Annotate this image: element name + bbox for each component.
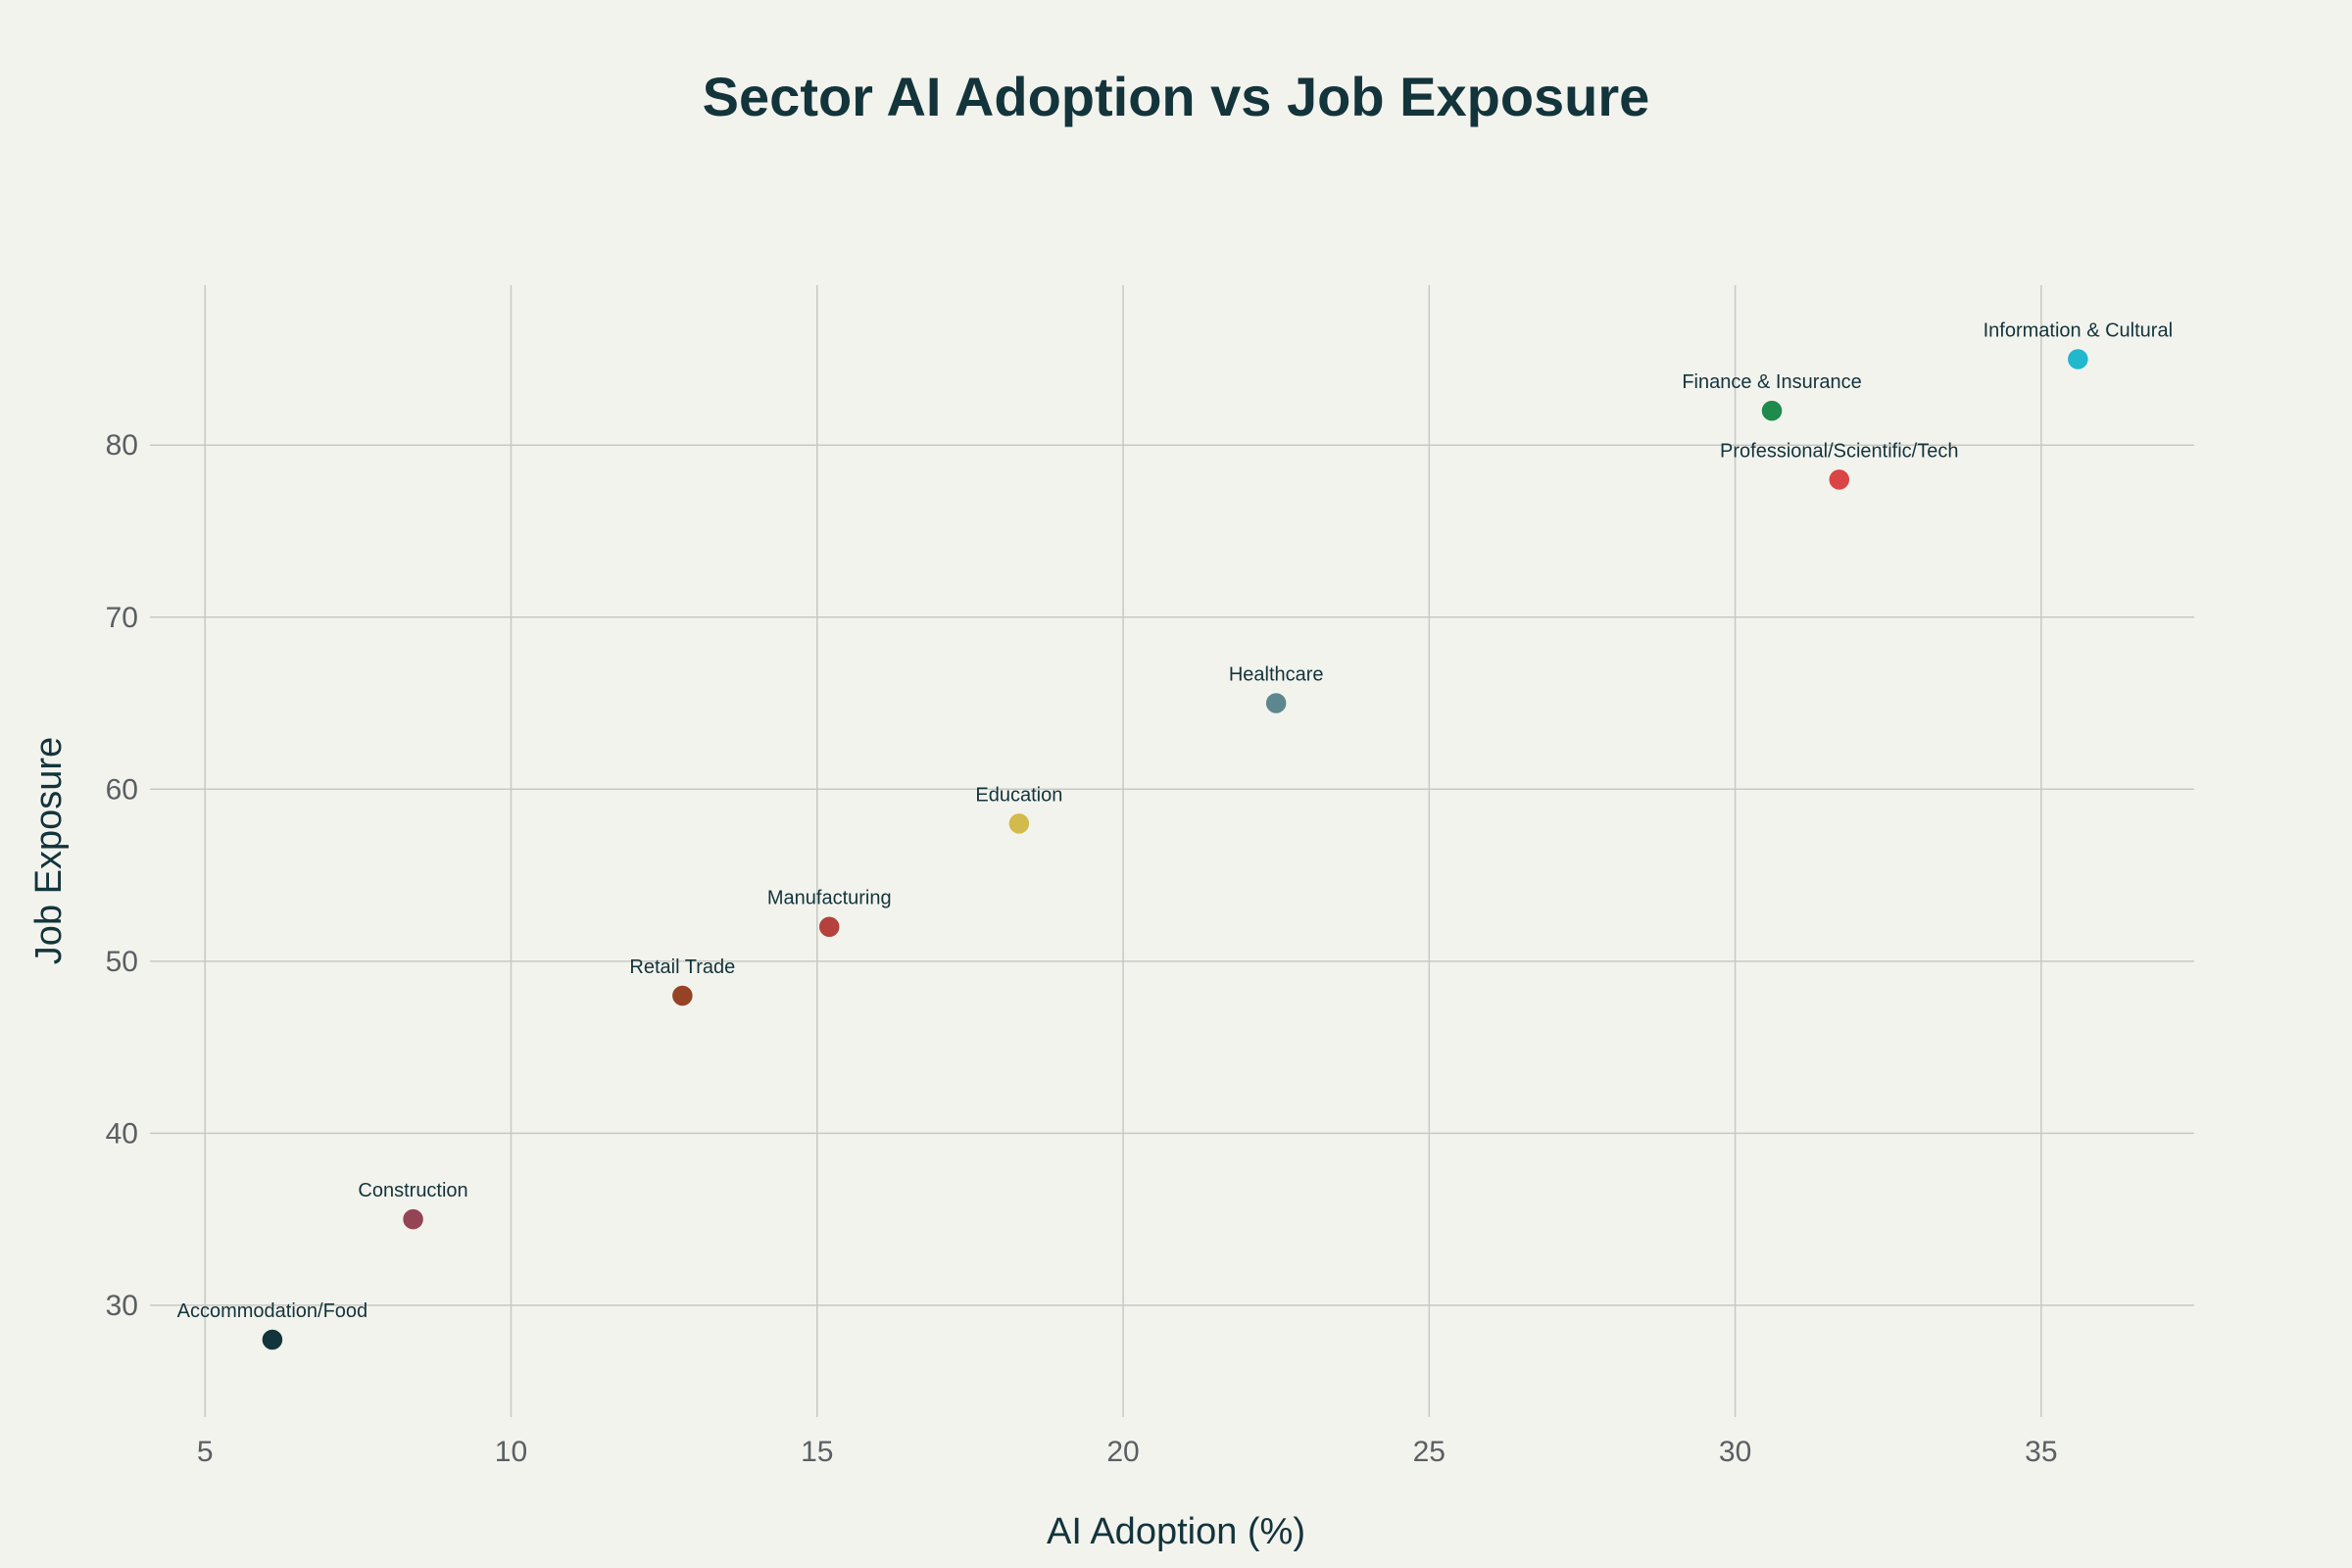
x-tick-label: 5 [197, 1436, 214, 1468]
chart-title: Sector AI Adoption vs Job Exposure [703, 66, 1650, 127]
data-point[interactable] [1007, 811, 1031, 836]
data-point[interactable] [670, 984, 695, 1007]
x-tick-label: 20 [1106, 1436, 1139, 1468]
grid [150, 285, 2194, 1417]
y-tick-label: 40 [106, 1117, 138, 1150]
point-label: Education [975, 784, 1062, 806]
point-label: Professional/Scientific/Tech [1720, 440, 1958, 462]
point-label: Accommodation/Food [177, 1300, 368, 1322]
data-point[interactable] [1264, 691, 1288, 715]
data-point[interactable] [261, 1328, 284, 1351]
point-label: Information & Cultural [1984, 319, 2173, 341]
y-tick-label: 50 [106, 946, 138, 978]
data-point[interactable] [1760, 399, 1784, 422]
point-label: Manufacturing [767, 888, 892, 909]
y-tick-label: 60 [106, 773, 138, 806]
x-tick-label: 15 [801, 1436, 833, 1468]
point-label: Retail Trade [629, 956, 735, 978]
data-point[interactable] [2066, 347, 2090, 371]
x-tick-label: 35 [2025, 1436, 2057, 1468]
data-points: Accommodation/Food Construction Retail Tra… [177, 319, 2173, 1351]
point-label: Healthcare [1229, 664, 1324, 686]
y-tick-label: 80 [106, 429, 138, 462]
point-label: Finance & Insurance [1682, 371, 1861, 393]
data-point[interactable] [1828, 467, 1851, 492]
y-tick-label: 70 [106, 602, 138, 634]
data-point[interactable] [817, 914, 842, 939]
y-axis-title: Job Exposure [28, 737, 70, 964]
x-tick-label: 30 [1719, 1436, 1751, 1468]
point-label: Construction [358, 1180, 467, 1201]
x-tick-label: 25 [1413, 1436, 1446, 1468]
tick-labels: 5 10 15 20 25 30 35 30 40 50 60 70 80 [106, 429, 2058, 1468]
data-point[interactable] [401, 1207, 425, 1231]
x-axis-title: AI Adoption (%) [1047, 1511, 1305, 1552]
x-tick-label: 10 [495, 1436, 527, 1468]
y-tick-label: 30 [106, 1290, 138, 1322]
